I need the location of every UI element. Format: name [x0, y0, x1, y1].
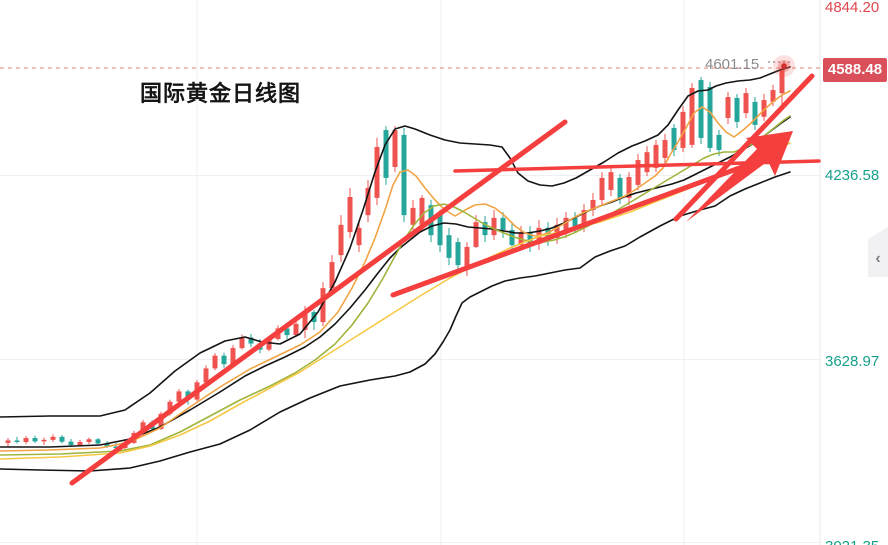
axis-label-3628: 3628.97 [825, 353, 880, 370]
chart-title: 国际黄金日线图 [140, 81, 302, 106]
axis-label-4236: 4236.58 [825, 167, 880, 184]
axis-label-4844: 4844.20 [825, 0, 880, 16]
chevron-left-icon: ‹ [875, 250, 881, 267]
axis-label-3021: 3021.35 [825, 538, 879, 545]
last-price-badge: 4588.48 [823, 58, 887, 82]
high-price-label: 4601.15 [705, 56, 760, 73]
collapse-panel-button[interactable]: ‹ [868, 227, 888, 277]
